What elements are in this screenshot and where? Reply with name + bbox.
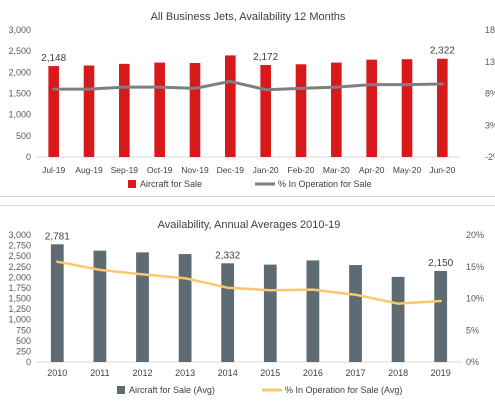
annual-line-series	[56, 260, 442, 305]
monthly-bar	[295, 64, 307, 157]
annual-category-label: 2019	[431, 368, 451, 378]
monthly-left-tick-label: 500	[16, 131, 31, 141]
annual-bar	[306, 260, 320, 362]
annual-left-tick-label: 1,500	[8, 294, 31, 304]
annual-category-label: 2014	[218, 368, 238, 378]
monthly-bar	[119, 63, 130, 157]
monthly-category-label: Feb-20	[288, 165, 315, 175]
annual-category-label: 2017	[345, 368, 365, 378]
monthly-left-tick-label: 2,000	[8, 67, 31, 77]
monthly-legend-bar-swatch	[128, 180, 136, 188]
annual-bar	[391, 276, 405, 362]
monthly-bar	[225, 55, 236, 157]
annual-chart-svg: Availability, Annual Averages 2010-19 025…	[8, 219, 484, 395]
monthly-legend-bar-label: Aircraft for Sale	[140, 179, 202, 189]
annual-category-label: 2018	[388, 368, 408, 378]
annual-right-tick-label: 0%	[466, 357, 479, 367]
monthly-chart-title: All Business Jets, Availability 12 Month…	[151, 11, 346, 23]
monthly-category-label: Oct-19	[147, 165, 173, 175]
monthly-category-label: Mar-20	[323, 165, 350, 175]
annual-data-label: 2,332	[215, 250, 240, 261]
monthly-bar	[401, 59, 413, 157]
annual-legend-bar-swatch	[117, 386, 125, 394]
annual-availability-chart: Availability, Annual Averages 2010-19 0 25…	[0, 205, 495, 401]
annual-data-label: 2,781	[45, 231, 70, 242]
monthly-data-label: 2,322	[430, 46, 455, 57]
annual-category-label: 2012	[132, 368, 152, 378]
annual-bar	[349, 265, 362, 362]
monthly-bar	[366, 59, 377, 158]
monthly-category-label: Jul-19	[42, 165, 65, 175]
monthly-right-tick-label: -2%	[485, 152, 495, 162]
monthly-availability-chart: All Business Jets, Availability 12 Month…	[0, 0, 495, 197]
annual-data-label: 2,150	[428, 258, 453, 269]
monthly-category-label: Jun-20	[429, 165, 455, 175]
monthly-left-tick-label: 1,500	[8, 89, 31, 99]
monthly-right-tick-label: 3%	[485, 120, 495, 130]
annual-bar	[221, 263, 235, 362]
monthly-bar	[48, 66, 59, 157]
monthly-left-tick-label: 2,500	[8, 46, 31, 56]
annual-legend-line-label: % In Operation for Sale (Avg)	[285, 385, 402, 395]
monthly-category-label: Dec-19	[217, 165, 245, 175]
annual-right-tick-label: 10%	[466, 294, 484, 304]
annual-left-tick-label: 3,000	[8, 230, 31, 240]
annual-left-tick-label: 2,000	[8, 272, 31, 282]
annual-bar	[434, 270, 448, 362]
monthly-bar	[437, 58, 448, 158]
monthly-data-label: 2,172	[253, 52, 278, 63]
monthly-bar	[154, 62, 165, 158]
monthly-category-label: Nov-19	[181, 165, 209, 175]
annual-left-tick-label: 250	[16, 346, 31, 356]
monthly-category-label: May-20	[393, 165, 422, 175]
monthly-left-tick-label: 3,000	[8, 25, 31, 35]
annual-left-tick-label: 2,250	[8, 262, 31, 272]
annual-category-label: 2010	[47, 368, 67, 378]
annual-left-tick-label: 750	[16, 325, 31, 335]
annual-bar	[263, 264, 277, 362]
annual-category-label: 2013	[175, 368, 195, 378]
monthly-left-tick-label: 1,000	[8, 110, 31, 120]
annual-bar	[93, 250, 107, 362]
annual-left-tick-label: 0	[26, 357, 31, 367]
monthly-category-label: Sep-19	[111, 165, 139, 175]
monthly-bar	[260, 65, 271, 157]
annual-legend-bar-label: Aircraft for Sale (Avg)	[129, 385, 215, 395]
annual-bar	[178, 254, 192, 362]
annual-bar	[136, 252, 149, 362]
annual-left-tick-label: 1,000	[8, 315, 31, 325]
monthly-right-tick-label: 8%	[485, 89, 495, 99]
annual-left-tick-label: 1,750	[8, 283, 31, 293]
annual-left-tick-label: 2,500	[8, 251, 31, 261]
annual-chart-title: Availability, Annual Averages 2010-19	[158, 219, 341, 231]
monthly-data-label: 2,148	[41, 53, 66, 64]
monthly-right-tick-label: 13%	[485, 57, 495, 67]
monthly-bar	[331, 62, 342, 158]
annual-right-tick-label: 5%	[466, 325, 479, 335]
annual-left-tick-label: 2,750	[8, 241, 31, 251]
monthly-chart-svg: All Business Jets, Availability 12 Month…	[8, 11, 495, 189]
annual-category-label: 2016	[303, 368, 323, 378]
annual-left-tick-label: 1,250	[8, 304, 31, 314]
monthly-bar	[189, 63, 201, 157]
monthly-category-label: Apr-20	[359, 165, 385, 175]
annual-category-label: 2015	[260, 368, 280, 378]
annual-category-label: 2011	[90, 368, 109, 378]
annual-right-tick-label: 20%	[466, 230, 484, 240]
annual-left-tick-label: 500	[16, 336, 31, 346]
monthly-left-tick-label: 0	[26, 152, 31, 162]
monthly-right-tick-label: 18%	[485, 25, 495, 35]
monthly-legend-line-label: % In Operation for Sale	[278, 179, 372, 189]
annual-right-tick-label: 15%	[466, 262, 484, 272]
monthly-line-series	[52, 79, 444, 92]
monthly-category-label: Aug-19	[75, 165, 103, 175]
monthly-bar	[83, 65, 95, 157]
annual-bar	[50, 244, 64, 362]
monthly-category-label: Jan-20	[253, 165, 279, 175]
